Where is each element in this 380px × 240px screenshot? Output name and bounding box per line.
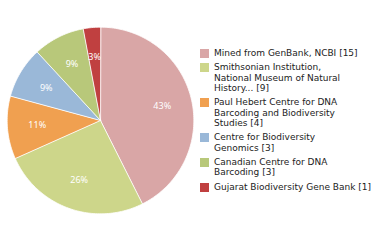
- html-text:Canadian Centre for DNA Barcod: Canadian Centre for DNA Barcoding [3]: [214, 157, 328, 178]
- svg-text:9%: 9%: [66, 57, 79, 70]
- svg-text:9%: 9%: [40, 81, 53, 94]
- svg-text:11%: 11%: [28, 118, 46, 131]
- html-text:Centre for Biodiversity Genomi: Centre for Biodiversity Genomics [3]: [214, 132, 316, 153]
- html-text:Smithsonian Institution, Natio: Smithsonian Institution, National Museum…: [214, 62, 341, 93]
- html-text:Gujarat Biodiversity Gene Bank: Gujarat Biodiversity Gene Bank [1]: [214, 181, 371, 192]
- svg-text:3%: 3%: [88, 50, 101, 63]
- svg-text:43%: 43%: [153, 99, 171, 112]
- svg-text:26%: 26%: [70, 173, 88, 186]
- html-text:Paul Hebert Centre for DNA Bar: Paul Hebert Centre for DNA Barcoding and…: [214, 97, 338, 128]
- html-text:Mined from GenBank, NCBI [15]: Mined from GenBank, NCBI [15]: [214, 47, 358, 58]
